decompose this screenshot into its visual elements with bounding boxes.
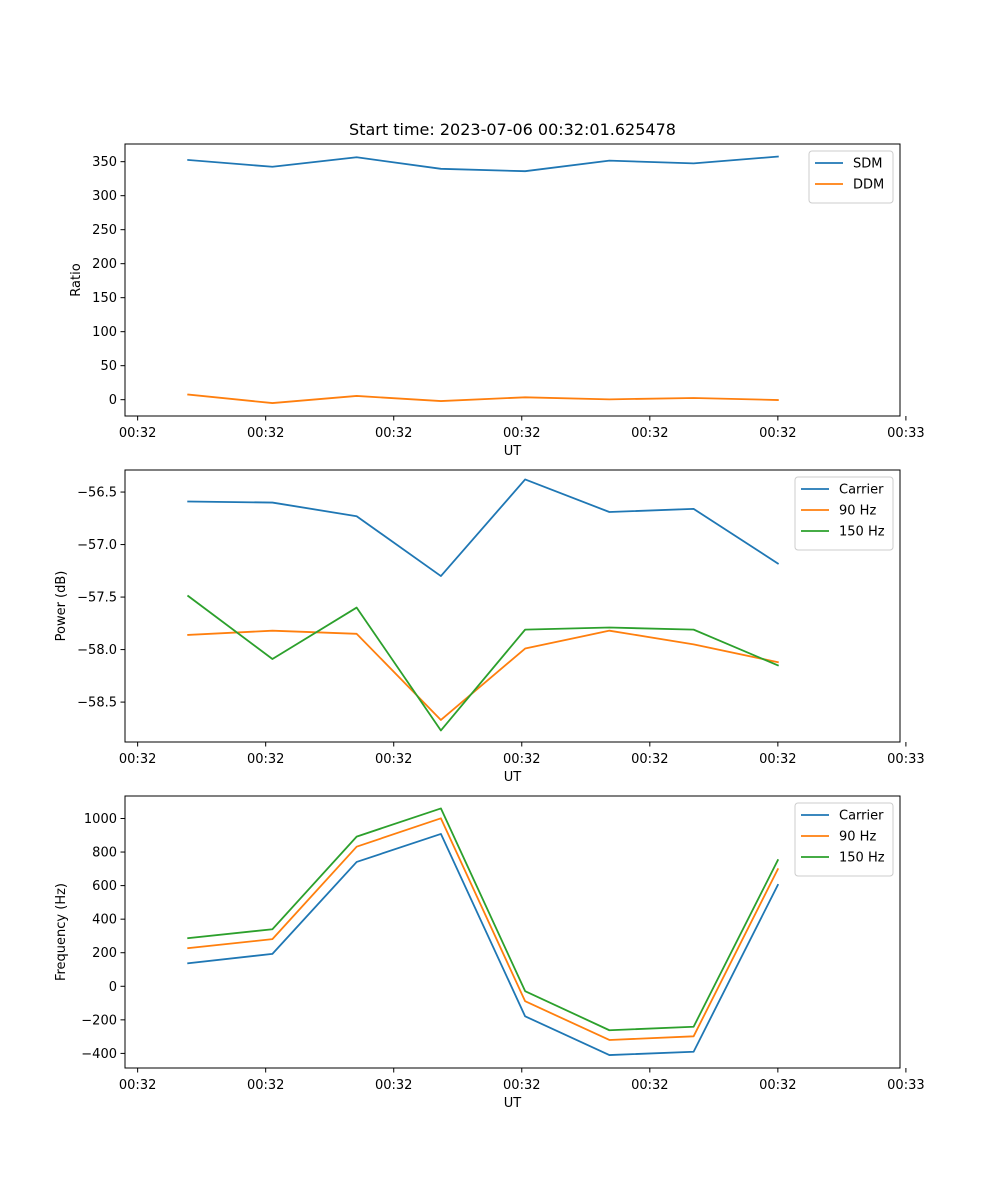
- legend-label: SDM: [853, 157, 882, 172]
- x-tick-label: 00:32: [631, 426, 668, 441]
- y-tick-label: 100: [92, 325, 117, 340]
- series-line-carrier: [187, 833, 780, 1056]
- legend-label: 90 Hz: [839, 830, 876, 845]
- x-tick-label: 00:32: [247, 752, 284, 767]
- x-tick-label: 00:32: [375, 426, 412, 441]
- x-axis-label: UT: [504, 770, 522, 785]
- legend: Carrier 90 Hz 150 Hz: [794, 802, 894, 877]
- legend: SDM DDM: [808, 150, 894, 204]
- x-axis-label: UT: [504, 444, 522, 459]
- x-tick-label: 00:32: [759, 1078, 796, 1093]
- x-tick-label: 00:32: [119, 1078, 156, 1093]
- y-tick-label: −58.0: [77, 643, 117, 658]
- y-tick-label: −58.5: [77, 696, 117, 711]
- y-tick-label: 50: [100, 359, 117, 374]
- y-tick-label: 250: [92, 223, 117, 238]
- chart-panel-3: 00:32 00:32 00:32 00:32 00:32 00:32 00:33 −400 −…: [54, 795, 925, 1111]
- y-tick-label: −400: [81, 1047, 117, 1062]
- y-tick-label: −57.0: [77, 538, 117, 553]
- legend-label: 150 Hz: [839, 851, 885, 866]
- x-tick-label: 00:32: [119, 426, 156, 441]
- y-tick-label: 350: [92, 155, 117, 170]
- x-tick-label: 00:32: [631, 752, 668, 767]
- x-tick-label: 00:32: [119, 752, 156, 767]
- plot-frame: [124, 143, 901, 417]
- y-tick-label: 300: [92, 189, 117, 204]
- series-line-carrier: [187, 478, 780, 577]
- x-tick-label: 00:32: [759, 752, 796, 767]
- y-tick-label: 0: [109, 980, 117, 995]
- y-axis-label: Frequency (Hz): [54, 883, 69, 981]
- y-axis-label: Power (dB): [54, 571, 69, 642]
- x-tick-label: 00:33: [887, 752, 924, 767]
- plot-frame: [124, 795, 901, 1069]
- x-tick-label: 00:32: [375, 1078, 412, 1093]
- y-axis-label: Ratio: [69, 263, 84, 296]
- legend-label: Carrier: [839, 483, 884, 498]
- x-tick-label: 00:32: [503, 752, 540, 767]
- x-axis-label: UT: [504, 1096, 522, 1111]
- y-tick-label: 200: [92, 946, 117, 961]
- y-tick-label: −200: [81, 1013, 117, 1028]
- series-line-90-hz: [187, 629, 779, 721]
- series-line-150-hz: [187, 807, 780, 1032]
- series-line-90-hz: [187, 817, 780, 1041]
- legend: Carrier 90 Hz 150 Hz: [794, 476, 894, 551]
- y-tick-label: −56.5: [77, 486, 117, 501]
- x-tick-label: 00:32: [247, 426, 284, 441]
- x-tick-label: 00:32: [503, 426, 540, 441]
- y-tick-label: 800: [92, 846, 117, 861]
- x-tick-label: 00:32: [631, 1078, 668, 1093]
- series-line-ddm: [187, 393, 779, 404]
- x-tick-label: 00:33: [887, 426, 924, 441]
- y-tick-label: 0: [109, 393, 117, 408]
- x-tick-label: 00:32: [759, 426, 796, 441]
- y-tick-label: 1000: [84, 812, 117, 827]
- y-tick-label: 150: [92, 291, 117, 306]
- series-line-sdm: [187, 155, 779, 173]
- series-line-150-hz: [186, 594, 780, 732]
- y-tick-label: 400: [92, 913, 117, 928]
- legend-box: [808, 150, 894, 204]
- plot-frame: [124, 469, 901, 743]
- legend-label: 150 Hz: [839, 525, 885, 540]
- legend-label: 90 Hz: [839, 504, 876, 519]
- legend-label: Carrier: [839, 809, 884, 824]
- x-tick-label: 00:33: [887, 1078, 924, 1093]
- x-tick-label: 00:32: [503, 1078, 540, 1093]
- chart-title: Start time: 2023-07-06 00:32:01.625478: [349, 120, 676, 139]
- chart-panel-2: 00:32 00:32 00:32 00:32 00:32 00:32 00:33 −58.5…: [54, 469, 925, 785]
- x-tick-label: 00:32: [247, 1078, 284, 1093]
- legend-label: DDM: [853, 178, 884, 193]
- y-tick-label: 600: [92, 879, 117, 894]
- x-tick-label: 00:32: [375, 752, 412, 767]
- y-tick-label: −57.5: [77, 591, 117, 606]
- chart-panel-1: Start time: 2023-07-06 00:32:01.62547800…: [69, 120, 925, 459]
- y-tick-label: 200: [92, 257, 117, 272]
